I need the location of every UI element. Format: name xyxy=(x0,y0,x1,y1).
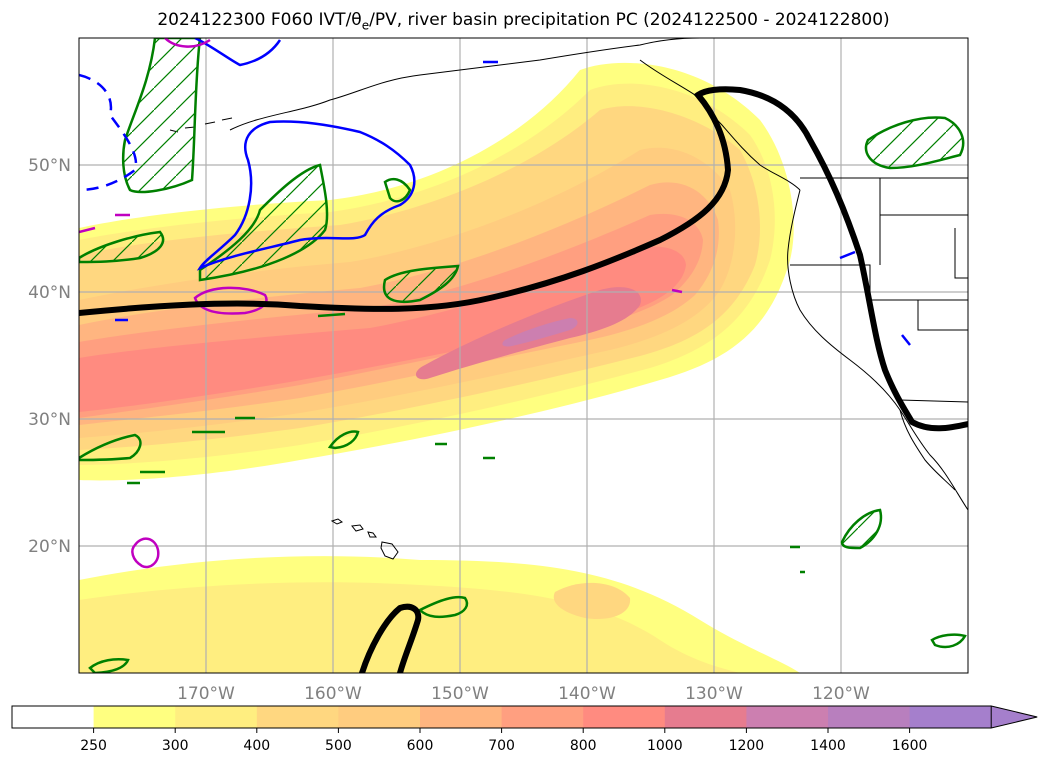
lon-tick-label: 130°W xyxy=(685,684,743,704)
colorbar-segment xyxy=(828,706,911,728)
coast-us-west xyxy=(787,189,968,511)
colorbar-segment xyxy=(420,706,503,728)
hawaii-islands xyxy=(330,518,399,560)
pv-contour-small xyxy=(115,60,911,346)
minor-contour-south xyxy=(131,537,160,569)
minor-contour-top xyxy=(164,38,211,48)
theta-contour-north xyxy=(121,38,202,194)
lat-tick-label: 20°N xyxy=(28,537,71,557)
map-graticule xyxy=(79,38,968,673)
colorbar-extend-arrow xyxy=(990,705,1038,729)
colorbar-segment xyxy=(746,706,829,728)
coast-baja xyxy=(899,409,956,491)
colorbar-tick-label: 500 xyxy=(325,738,352,754)
theta-contour-bottom-left xyxy=(88,658,130,673)
theta-contour-se xyxy=(840,508,883,550)
colorbar-tick-label: 1000 xyxy=(647,738,683,754)
lon-tick-label: 150°W xyxy=(431,684,489,704)
minor-contour-bits xyxy=(79,213,683,294)
coast-alaska-panhandle xyxy=(639,59,801,191)
ar-outline xyxy=(79,86,968,673)
lat-tick-labels: 20°N 30°N 40°N 50°N xyxy=(28,156,71,557)
colorbar-tick-label: 1200 xyxy=(729,738,765,754)
ivt-layer-1200 xyxy=(502,318,578,347)
lon-tick-labels: 170°W 160°W 150°W 140°W 130°W 120°W xyxy=(177,684,870,704)
colorbar-tick-label: 600 xyxy=(407,738,434,754)
theta-contour-small-2 xyxy=(383,177,412,203)
colorbar-segment xyxy=(583,706,666,728)
colorbar-tick-label: 700 xyxy=(488,738,515,754)
colorbar-tick-label: 1600 xyxy=(892,738,928,754)
colorbar: 250 300 400 500 600 700 800 1000 1200 1400 1600 xyxy=(11,705,1038,754)
colorbar-segment xyxy=(338,706,421,728)
colorbar-segment xyxy=(909,706,992,728)
ivt-filled-contours xyxy=(79,62,800,673)
colorbar-segment xyxy=(664,706,747,728)
theta-contour-small-1 xyxy=(327,430,360,450)
colorbar-segment xyxy=(256,706,339,728)
pv-contour-top xyxy=(194,38,282,67)
theta-contour-mid xyxy=(198,163,329,282)
lat-tick-label: 50°N xyxy=(28,156,71,176)
ar-outline-main xyxy=(79,86,968,432)
ivt-south-400 xyxy=(553,582,631,620)
border-states xyxy=(790,178,968,331)
map-frame xyxy=(78,37,969,674)
theta-contour-south xyxy=(417,595,469,619)
colorbar-segment xyxy=(501,706,584,728)
colorbar-tick-label: 250 xyxy=(80,738,107,754)
lon-tick-label: 140°W xyxy=(558,684,616,704)
coast-alaska xyxy=(229,38,701,131)
colorbar-tick-label: 300 xyxy=(162,738,189,754)
lon-tick-label: 120°W xyxy=(812,684,870,704)
colorbar-tick-label: 1400 xyxy=(810,738,846,754)
pv-contour-main xyxy=(196,120,416,271)
lat-tick-label: 30°N xyxy=(28,410,71,430)
theta-contour-sw xyxy=(79,433,142,462)
colorbar-segment xyxy=(93,706,176,728)
theta-contour-left xyxy=(79,230,165,264)
border-us-mexico xyxy=(899,399,968,403)
theta-contour-east xyxy=(382,264,460,304)
colorbar-tick-label: 400 xyxy=(243,738,270,754)
theta-e-contours xyxy=(79,38,967,673)
pv-contours xyxy=(79,38,911,346)
lat-tick-label: 40°N xyxy=(28,283,71,303)
map-title: 2024122300 F060 IVT/θe/PV, river basin p… xyxy=(157,10,890,33)
pv-contour-dashed xyxy=(79,73,138,192)
colorbar-tick-label: 800 xyxy=(570,738,597,754)
lon-tick-label: 160°W xyxy=(304,684,362,704)
coastlines xyxy=(169,38,968,511)
theta-contour-ne xyxy=(864,116,965,170)
theta-contour-dashes xyxy=(127,312,805,574)
colorbar-segment xyxy=(175,706,258,728)
theta-contour-far-se xyxy=(930,633,967,649)
colorbar-segment xyxy=(12,706,95,728)
lon-tick-label: 170°W xyxy=(177,684,235,704)
ar-outline-south xyxy=(359,603,422,673)
map-plot-area xyxy=(79,38,968,673)
